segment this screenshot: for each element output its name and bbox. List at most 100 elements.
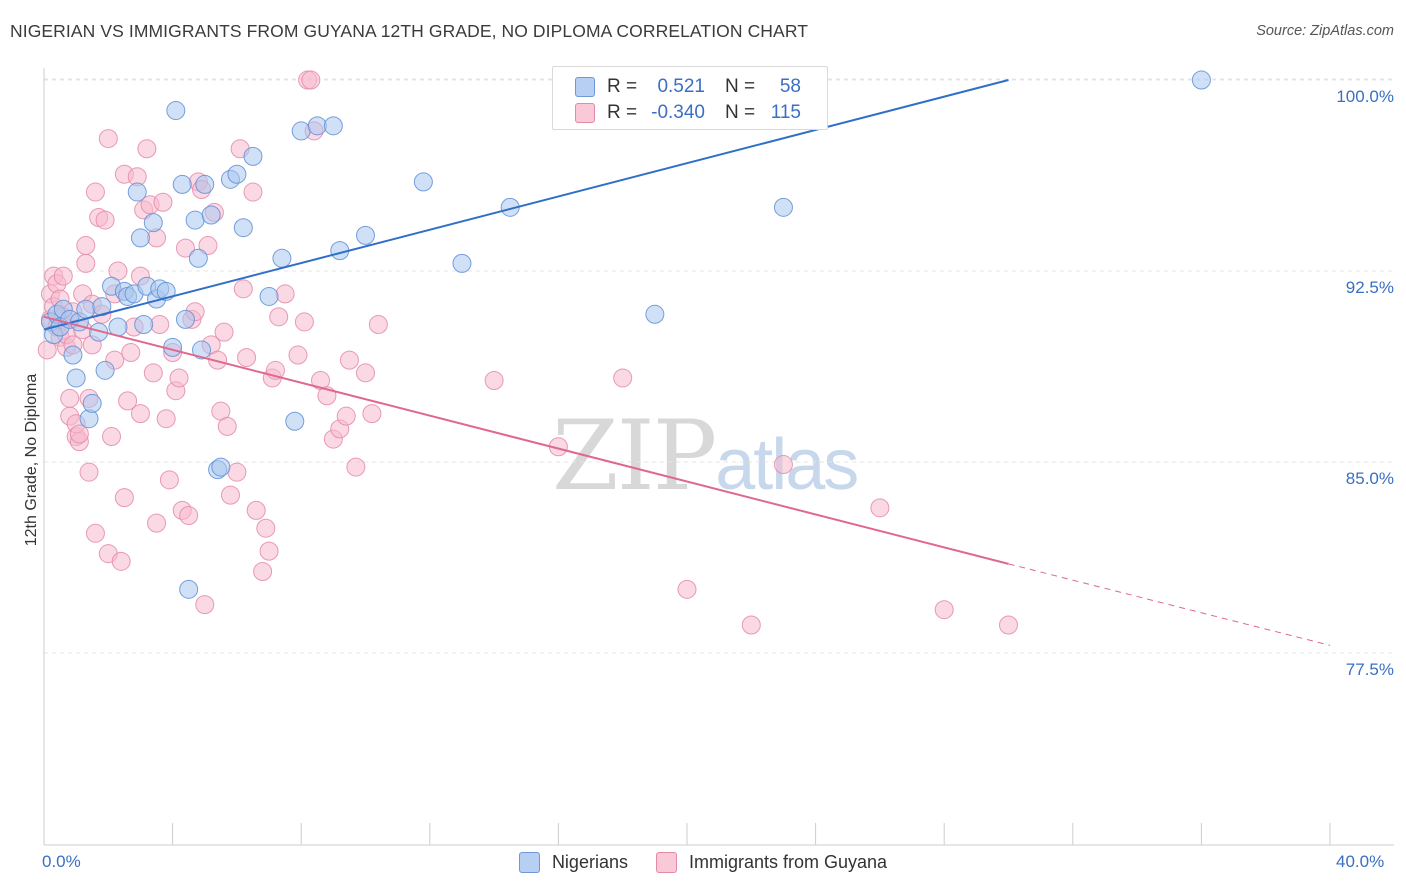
point-guyana-44 xyxy=(121,342,141,362)
trend-line-guyana-extrapolated xyxy=(1008,563,1331,646)
point-guyana-101 xyxy=(339,350,359,370)
point-guyana-43 xyxy=(118,391,138,411)
point-guyana-109 xyxy=(677,579,697,599)
legend-n-label: N = xyxy=(725,102,756,123)
point-nigerians-46 xyxy=(285,411,305,431)
point-guyana-64 xyxy=(179,505,199,525)
point-guyana-56 xyxy=(153,192,173,212)
point-nigerians-56 xyxy=(773,197,793,217)
point-nigerians-7 xyxy=(66,368,86,388)
series-legend: Nigerians Immigrants from Guyana xyxy=(0,852,1406,873)
source-credit: Source: ZipAtlas.com xyxy=(1256,23,1394,39)
legend-label-nigerians: Nigerians xyxy=(551,852,628,872)
point-guyana-85 xyxy=(256,518,276,538)
point-nigerians-35 xyxy=(192,340,212,360)
point-guyana-90 xyxy=(275,284,295,304)
legend-r-value: -0.340 xyxy=(651,102,705,123)
point-nigerians-24 xyxy=(143,213,163,233)
point-guyana-108 xyxy=(613,368,633,388)
point-guyana-104 xyxy=(362,404,382,424)
legend-r-label: R = xyxy=(607,76,638,97)
legend-n-value: 115 xyxy=(770,102,801,123)
legend-n-value: 58 xyxy=(779,76,801,97)
legend-n-label: N = xyxy=(725,76,756,97)
point-nigerians-37 xyxy=(201,205,221,225)
y-tick-label-85-0: 85.0% xyxy=(1345,469,1394,488)
legend-swatch-guyana xyxy=(655,852,677,873)
point-guyana-20 xyxy=(69,424,89,444)
point-nigerians-55 xyxy=(645,304,665,324)
legend-r-label: R = xyxy=(607,102,638,123)
point-nigerians-13 xyxy=(92,297,112,317)
point-guyana-75 xyxy=(214,322,234,342)
chart-title: NIGERIAN VS IMMIGRANTS FROM GUYANA 12TH … xyxy=(10,21,809,41)
legend-swatch-guyana xyxy=(575,103,595,123)
legend-row-nigerians: R = 0.521 N = 58 xyxy=(575,74,801,100)
point-guyana-86 xyxy=(259,541,279,561)
legend-swatch-nigerians xyxy=(575,77,595,97)
point-guyana-63 xyxy=(175,238,195,258)
point-nigerians-34 xyxy=(188,248,208,268)
point-guyana-61 xyxy=(169,368,189,388)
point-guyana-40 xyxy=(111,551,131,571)
point-nigerians-11 xyxy=(82,393,102,413)
point-guyana-36 xyxy=(102,427,122,447)
point-nigerians-9 xyxy=(76,299,96,319)
point-nigerians-14 xyxy=(95,360,115,380)
point-guyana-25 xyxy=(79,462,99,482)
point-guyana-114 xyxy=(999,615,1018,635)
point-guyana-52 xyxy=(143,363,163,383)
point-nigerians-21 xyxy=(130,228,150,248)
point-guyana-77 xyxy=(220,485,240,505)
point-guyana-105 xyxy=(368,314,388,334)
point-guyana-82 xyxy=(243,182,263,202)
point-nigerians-29 xyxy=(166,101,186,121)
point-nigerians-49 xyxy=(323,116,343,136)
stats-legend: R = 0.521 N = 58 R = -0.340 N = 115 xyxy=(552,66,828,130)
point-guyana-94 xyxy=(301,70,321,90)
point-guyana-91 xyxy=(288,345,308,365)
point-guyana-100 xyxy=(336,406,356,426)
point-guyana-48 xyxy=(130,404,150,424)
point-guyana-78 xyxy=(227,462,247,482)
point-guyana-50 xyxy=(137,139,157,159)
point-guyana-29 xyxy=(85,523,105,543)
point-guyana-53 xyxy=(147,513,167,533)
point-guyana-112 xyxy=(870,498,890,518)
point-nigerians-39 xyxy=(211,457,231,477)
y-tick-label-77-5: 77.5% xyxy=(1345,660,1394,679)
point-nigerians-30 xyxy=(172,174,192,194)
point-nigerians-43 xyxy=(243,146,263,166)
legend-label-guyana: Immigrants from Guyana xyxy=(688,852,888,872)
x-tick-label-max: 40.0% xyxy=(1336,852,1385,871)
point-nigerians-32 xyxy=(179,579,199,599)
point-guyana-92 xyxy=(294,312,314,332)
point-guyana-89 xyxy=(269,307,289,327)
point-guyana-42 xyxy=(114,488,134,508)
legend-item-guyana: Immigrants from Guyana xyxy=(655,852,888,873)
point-nigerians-44 xyxy=(259,286,279,306)
point-nigerians-52 xyxy=(413,172,433,192)
point-nigerians-53 xyxy=(452,253,472,273)
trend-line-nigerians xyxy=(43,79,1009,331)
point-guyana-84 xyxy=(253,562,273,582)
y-tick-label-92-5: 92.5% xyxy=(1345,278,1394,297)
point-nigerians-31 xyxy=(175,309,195,329)
point-guyana-76 xyxy=(217,416,237,436)
point-guyana-80 xyxy=(233,279,253,299)
point-guyana-58 xyxy=(159,470,179,490)
point-nigerians-47 xyxy=(291,121,311,141)
legend-r-value: 0.521 xyxy=(657,76,705,97)
trend-line-guyana xyxy=(43,315,1009,565)
point-guyana-24 xyxy=(76,236,96,256)
point-guyana-102 xyxy=(346,457,366,477)
point-nigerians-42 xyxy=(233,218,253,238)
x-tick-label-min: 0.0% xyxy=(42,852,81,871)
point-guyana-81 xyxy=(237,348,257,368)
point-guyana-55 xyxy=(150,314,170,334)
point-nigerians-45 xyxy=(272,248,292,268)
point-nigerians-33 xyxy=(185,210,205,230)
point-nigerians-51 xyxy=(356,225,375,245)
point-guyana-69 xyxy=(195,595,215,615)
